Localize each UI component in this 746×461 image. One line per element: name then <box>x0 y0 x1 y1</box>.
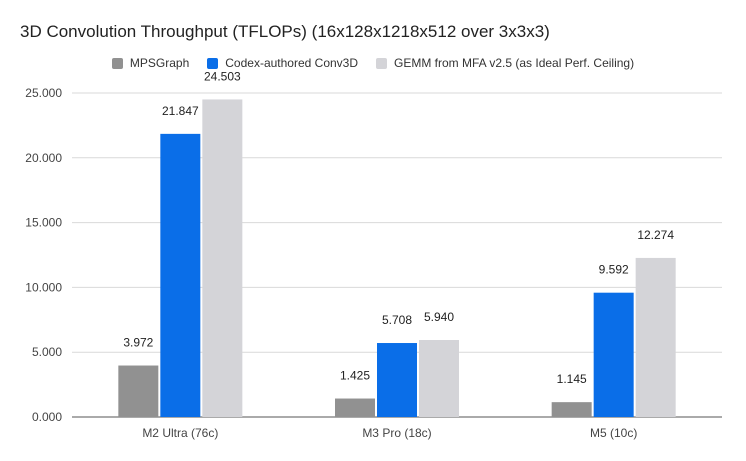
x-tick-label: M5 (10c) <box>590 426 637 440</box>
data-label: 12.274 <box>637 228 674 242</box>
bar <box>593 292 634 417</box>
legend-label-gemm-mfa: GEMM from MFA v2.5 (as Ideal Perf. Ceili… <box>394 56 635 70</box>
data-label: 5.708 <box>382 313 412 327</box>
data-label: 3.972 <box>123 336 153 350</box>
x-tick-label: M3 Pro (18c) <box>362 426 431 440</box>
x-tick-label: M2 Ultra (76c) <box>142 426 218 440</box>
legend-item-codex-conv3d: Codex-authored Conv3D <box>207 56 358 70</box>
bar <box>118 365 159 417</box>
legend-item-gemm-mfa: GEMM from MFA v2.5 (as Ideal Perf. Ceili… <box>376 56 634 70</box>
legend-swatch-mpsgraph <box>111 57 123 69</box>
data-label: 5.940 <box>424 310 454 324</box>
y-tick-label: 25.000 <box>25 86 62 100</box>
data-label: 1.425 <box>340 369 370 383</box>
y-tick-label: 10.000 <box>25 280 62 294</box>
bar <box>160 133 201 417</box>
bar <box>419 340 459 417</box>
chart-title: 3D Convolution Throughput (TFLOPs) (16x1… <box>20 22 550 41</box>
data-label: 21.847 <box>162 104 199 118</box>
y-tick-label: 5.000 <box>32 345 62 359</box>
y-tick-label: 20.000 <box>25 151 62 165</box>
legend-item-mpsgraph: MPSGraph <box>111 56 190 70</box>
legend: MPSGraph Codex-authored Conv3D GEMM from… <box>0 56 746 70</box>
bar <box>377 343 417 417</box>
y-tick-label: 0.000 <box>32 410 62 424</box>
y-tick-label: 15.000 <box>25 216 62 230</box>
data-label: 9.592 <box>599 263 629 277</box>
data-label: 24.503 <box>204 69 241 83</box>
bar <box>635 257 676 417</box>
legend-swatch-gemm-mfa <box>376 57 388 69</box>
legend-swatch-codex-conv3d <box>207 57 219 69</box>
data-label: 1.145 <box>557 372 587 386</box>
legend-label-codex-conv3d: Codex-authored Conv3D <box>225 56 359 70</box>
bar <box>551 402 592 417</box>
bar <box>202 99 243 418</box>
legend-label-mpsgraph: MPSGraph <box>129 56 190 70</box>
bar <box>335 398 375 417</box>
